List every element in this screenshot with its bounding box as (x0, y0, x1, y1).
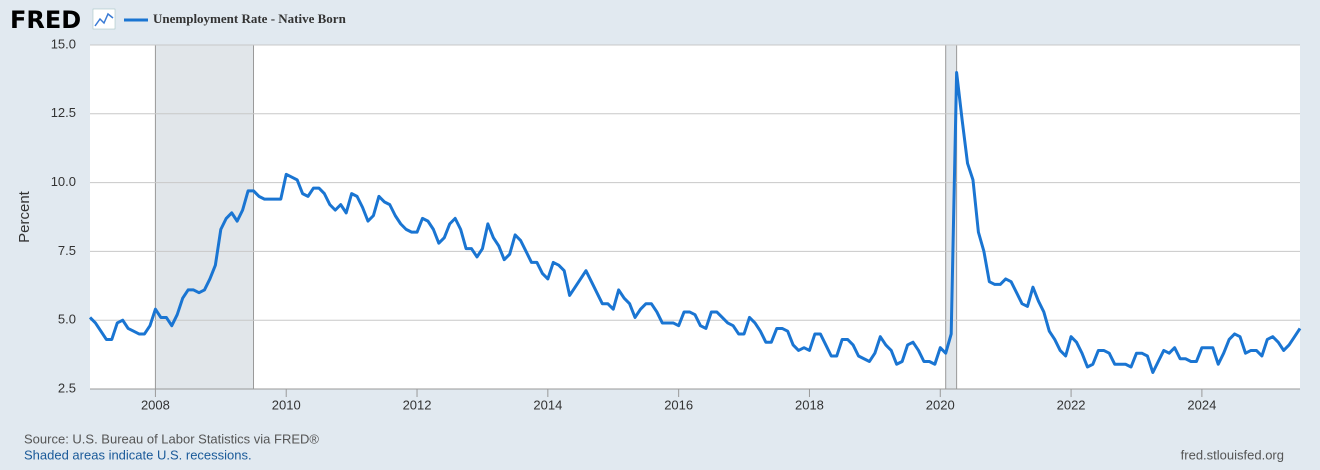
x-tick-label: 2020 (926, 397, 955, 412)
x-tick-label: 2008 (141, 397, 170, 412)
y-tick-label: 2.5 (58, 380, 76, 395)
plot-area (90, 45, 1300, 389)
x-tick-label: 2010 (272, 397, 301, 412)
y-tick-label: 12.5 (51, 105, 76, 120)
y-tick-label: 7.5 (58, 243, 76, 258)
x-tick-label: 2012 (403, 397, 432, 412)
y-axis-label: Percent (16, 190, 33, 243)
y-tick-label: 10.0 (51, 174, 76, 189)
y-tick-label: 5.0 (58, 312, 76, 327)
logo-icon (92, 8, 116, 30)
x-tick-label: 2022 (1057, 397, 1086, 412)
x-tick-label: 2018 (795, 397, 824, 412)
y-tick-label: 15.0 (51, 36, 76, 51)
source: Source: U.S. Bureau of Labor Statistics … (24, 431, 319, 446)
recession-band (155, 45, 254, 389)
series-line (88, 71, 1302, 374)
logo: FRED (10, 6, 81, 34)
legend-label: Unemployment Rate - Native Born (153, 11, 347, 26)
x-tick-label: 2016 (664, 397, 693, 412)
recession-band (945, 45, 957, 389)
recession-note[interactable]: Shaded areas indicate U.S. recessions. (24, 447, 252, 462)
url[interactable]: fred.stlouisfed.org (1181, 447, 1284, 462)
x-tick-label: 2024 (1187, 397, 1216, 412)
x-tick-label: 2014 (533, 397, 562, 412)
